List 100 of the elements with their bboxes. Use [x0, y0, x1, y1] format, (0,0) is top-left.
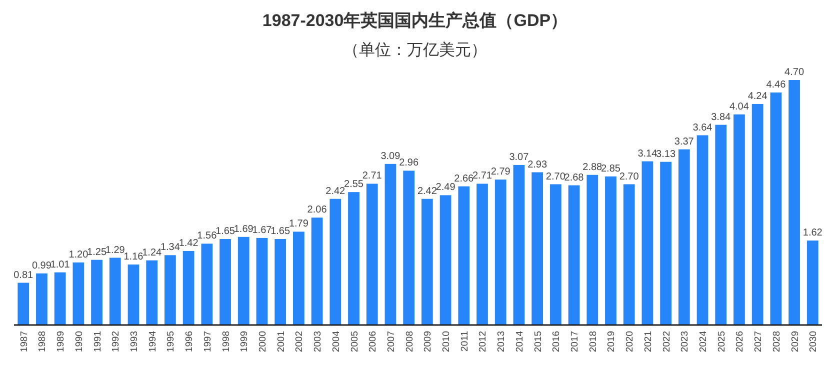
x-tick-label: 2005: [349, 331, 360, 352]
bar: [18, 282, 30, 325]
data-label: 1.42: [178, 238, 199, 249]
x-tick-label: 2014: [514, 331, 526, 352]
x-tick-label: 1996: [184, 331, 196, 352]
data-label: 1.01: [50, 259, 70, 270]
chart-title: 1987-2030年英国国内生产总值（GDP）: [262, 11, 568, 30]
data-label: 1.67: [252, 224, 272, 236]
x-tick-label: 2008: [404, 331, 416, 352]
x-tick-label: 2017: [570, 331, 581, 352]
bar: [678, 149, 690, 325]
data-label: 1.20: [68, 249, 89, 260]
x-tick-label: 2020: [624, 331, 636, 352]
bar: [164, 255, 176, 325]
data-label: 2.85: [600, 163, 621, 174]
x-tick-label: 2009: [422, 331, 434, 352]
data-label: 0.81: [14, 270, 34, 281]
x-tick-label: 2012: [478, 331, 489, 352]
chart-subtitle: （单位：万亿美元）: [343, 41, 487, 59]
x-tick-label: 2016: [551, 331, 562, 352]
bar: [128, 264, 140, 325]
x-tick-label: 2013: [496, 331, 508, 352]
x-tick-label: 1994: [147, 331, 158, 352]
bar: [274, 238, 286, 325]
bar: [91, 260, 102, 325]
x-tick-label: 1992: [110, 331, 122, 352]
bar: [293, 232, 304, 325]
x-tick-label: 2018: [588, 331, 599, 352]
x-tick-label: 2006: [368, 331, 379, 352]
x-tick-label: 1995: [166, 331, 177, 352]
data-label: 1.16: [124, 252, 144, 263]
bar: [642, 161, 654, 325]
x-tick-label: 1998: [220, 331, 232, 352]
bar: [623, 184, 635, 325]
data-label: 4.70: [784, 67, 804, 78]
x-tick-label: 2027: [753, 331, 764, 352]
data-label: 1.29: [105, 244, 126, 256]
data-label: 3.14: [638, 148, 658, 160]
data-label: 2.71: [472, 170, 492, 182]
x-tick-label: 2003: [312, 331, 324, 352]
bar: [494, 180, 506, 325]
bar: [476, 184, 488, 325]
x-tick-label: 2022: [661, 331, 672, 352]
bar: [220, 238, 231, 325]
bar: [788, 80, 800, 325]
bar: [256, 238, 268, 325]
x-tick-label: 2026: [734, 331, 746, 352]
bar: [715, 124, 727, 325]
bar: [146, 260, 158, 325]
bar: [403, 170, 415, 325]
x-tick-label: 2029: [790, 331, 801, 352]
bar: [72, 262, 84, 325]
bar: [238, 236, 250, 325]
data-label: 1.62: [802, 228, 823, 239]
bar: [330, 198, 342, 325]
x-tick-label: 1990: [74, 331, 85, 352]
bar: [696, 135, 708, 325]
x-tick-label: 1997: [202, 331, 214, 352]
data-label: 2.93: [528, 159, 548, 170]
data-label: 2.71: [362, 170, 382, 182]
bar: [605, 176, 616, 325]
x-tick-label: 1989: [56, 331, 67, 352]
data-label: 1.65: [270, 226, 290, 237]
bar: [770, 92, 782, 325]
data-label: 2.42: [417, 186, 438, 197]
data-label: 1.34: [160, 242, 180, 254]
x-tick-label: 2028: [771, 331, 782, 352]
data-label: 1.25: [87, 246, 107, 258]
x-tick-label: 2000: [257, 331, 268, 352]
data-label: 1.79: [288, 218, 309, 230]
bar: [513, 164, 525, 325]
data-label: 1.24: [142, 247, 162, 258]
bar: [458, 186, 470, 325]
x-tick-label: 2002: [294, 331, 306, 352]
data-label: 2.96: [399, 158, 419, 169]
bar: [532, 172, 543, 325]
bar: [109, 258, 121, 325]
bar: [201, 244, 213, 325]
bar: [568, 185, 580, 325]
bar: [586, 174, 598, 325]
x-tick-label: 2007: [386, 331, 397, 352]
x-tick-label: 1999: [239, 331, 250, 352]
x-tick-label: 2025: [716, 331, 728, 352]
data-label: 3.64: [692, 122, 713, 134]
data-label: 3.13: [656, 148, 676, 160]
bar: [752, 104, 764, 325]
data-label: 2.06: [307, 204, 328, 216]
x-tick-label: 2019: [606, 331, 618, 352]
x-tick-label: 1991: [92, 331, 104, 352]
data-label: 2.88: [582, 162, 603, 173]
data-label: 4.24: [748, 90, 768, 102]
x-tick-label: 2023: [680, 331, 691, 352]
data-label: 3.84: [711, 112, 732, 123]
bar: [384, 164, 396, 325]
x-tick-label: 2024: [698, 331, 710, 352]
x-tick-label: 1993: [128, 331, 140, 352]
data-label: 1.65: [216, 226, 236, 237]
data-label: 2.79: [490, 166, 511, 178]
bar: [182, 250, 194, 325]
data-label: 3.09: [380, 150, 401, 162]
